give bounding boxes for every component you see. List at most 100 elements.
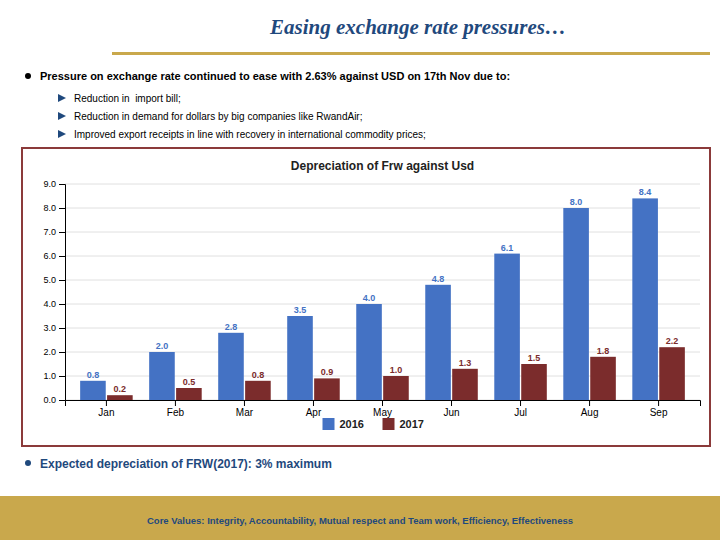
x-tick-mark (175, 400, 176, 406)
y-tick: 5.0 (43, 275, 65, 285)
data-labels: 0.82.02.83.54.04.86.18.08.40.20.50.80.91… (87, 187, 679, 394)
x-tick-label: Apr (306, 407, 322, 418)
legend-label: 2016 (340, 418, 364, 430)
bar (425, 285, 451, 400)
legend: 20162017 (323, 418, 424, 430)
x-tick-label: Jul (514, 407, 527, 418)
data-label: 2.8 (225, 322, 238, 332)
sub-bullet-text: Reduction in import bill; (74, 93, 181, 104)
legend-swatch (383, 418, 395, 430)
y-tick-mark (59, 376, 65, 377)
x-tick: May (373, 400, 392, 418)
bars (80, 198, 685, 400)
data-label: 1.5 (528, 353, 541, 363)
data-label: 8.0 (570, 197, 583, 207)
x-tick: Aug (581, 400, 599, 418)
data-label: 2.2 (666, 336, 679, 346)
bullet (25, 460, 31, 466)
slide-title: Easing exchange rate pressures… (269, 15, 566, 39)
data-label: 4.8 (432, 274, 445, 284)
data-label: 6.1 (501, 243, 514, 253)
y-tick-mark (59, 328, 65, 329)
y-tick: 1.0 (43, 371, 65, 381)
x-tick-mark (658, 400, 659, 406)
y-tick-label: 4.0 (43, 299, 56, 309)
x-tick: Mar (236, 400, 254, 418)
grid-line (65, 208, 700, 209)
data-label: 0.9 (321, 367, 334, 377)
x-tick: Jan (98, 400, 114, 418)
bar (80, 381, 106, 400)
y-tick-label: 3.0 (43, 323, 56, 333)
x-tick-mark (451, 400, 452, 406)
data-label: 0.2 (114, 384, 127, 394)
y-tick-mark (59, 280, 65, 281)
sub-bullet-arrow (58, 112, 66, 120)
footer-text: Core Values: Integrity, Accountability, … (147, 515, 573, 526)
bar (218, 333, 244, 400)
y-axis-line (59, 185, 66, 401)
sub-bullet-arrow (58, 94, 66, 102)
bar (314, 378, 340, 400)
bar (659, 347, 685, 400)
chart-box (22, 148, 710, 446)
bar (494, 254, 520, 400)
y-tick-label: 5.0 (43, 275, 56, 285)
bar (176, 388, 202, 400)
data-label: 8.4 (639, 187, 652, 197)
y-tick-mark (59, 256, 65, 257)
y-tick-mark (59, 232, 65, 233)
y-tick: 9.0 (43, 179, 65, 189)
x-tick-mark (382, 400, 383, 406)
data-label: 2.0 (156, 341, 169, 351)
y-tick-label: 2.0 (43, 347, 56, 357)
grid-line (65, 256, 700, 257)
bullet (25, 73, 31, 79)
x-tick: Feb (167, 400, 185, 418)
y-tick-mark (59, 184, 65, 185)
data-label: 3.5 (294, 305, 307, 315)
x-tick: Sep (650, 400, 668, 418)
y-tick: 8.0 (43, 203, 65, 213)
bar (149, 352, 175, 400)
sub-bullet-arrow (58, 130, 66, 138)
x-axis-line (66, 401, 701, 407)
sub-bullet-text: Reduction in demand for dollars by big c… (74, 111, 362, 122)
bar (521, 364, 547, 400)
title-rule (112, 52, 710, 55)
y-tick: 7.0 (43, 227, 65, 237)
y-tick-mark (59, 400, 65, 401)
x-tick-mark (106, 400, 107, 406)
data-label: 1.0 (390, 365, 403, 375)
x-tick-label: Mar (236, 407, 254, 418)
x-tick-mark (244, 400, 245, 406)
y-tick-label: 8.0 (43, 203, 56, 213)
x-tick-label: Jun (443, 407, 459, 418)
y-tick-label: 6.0 (43, 251, 56, 261)
bar (383, 376, 409, 400)
chart-title: Depreciation of Frw against Usd (291, 159, 474, 173)
data-label: 0.8 (252, 370, 265, 380)
x-tick-label: Jan (98, 407, 114, 418)
legend-swatch (323, 418, 335, 430)
x-tick-mark (313, 400, 314, 406)
y-tick: 4.0 (43, 299, 65, 309)
data-label: 0.5 (183, 377, 196, 387)
x-tick-mark (520, 400, 521, 406)
data-label: 1.3 (459, 358, 472, 368)
grid-line (65, 304, 700, 305)
y-tick-mark (59, 304, 65, 305)
bar (632, 198, 658, 400)
bar (452, 369, 478, 400)
grid-line (65, 184, 700, 185)
x-axis: Jan Feb Mar Apr May Jun Jul Aug Sep (66, 400, 701, 418)
y-tick-mark (59, 208, 65, 209)
grid-line (65, 328, 700, 329)
x-tick: Apr (306, 400, 322, 418)
y-tick: 0.0 (43, 395, 65, 405)
chart-container: Easing exchange rate pressures…Pressure … (0, 0, 720, 540)
bar-series (80, 198, 658, 400)
x-tick: Jul (514, 400, 527, 418)
footer-background (0, 501, 720, 540)
y-axis: 0.0 1.0 2.0 3.0 4.0 5.0 6.0 7.0 8.0 9.0 (43, 179, 65, 405)
